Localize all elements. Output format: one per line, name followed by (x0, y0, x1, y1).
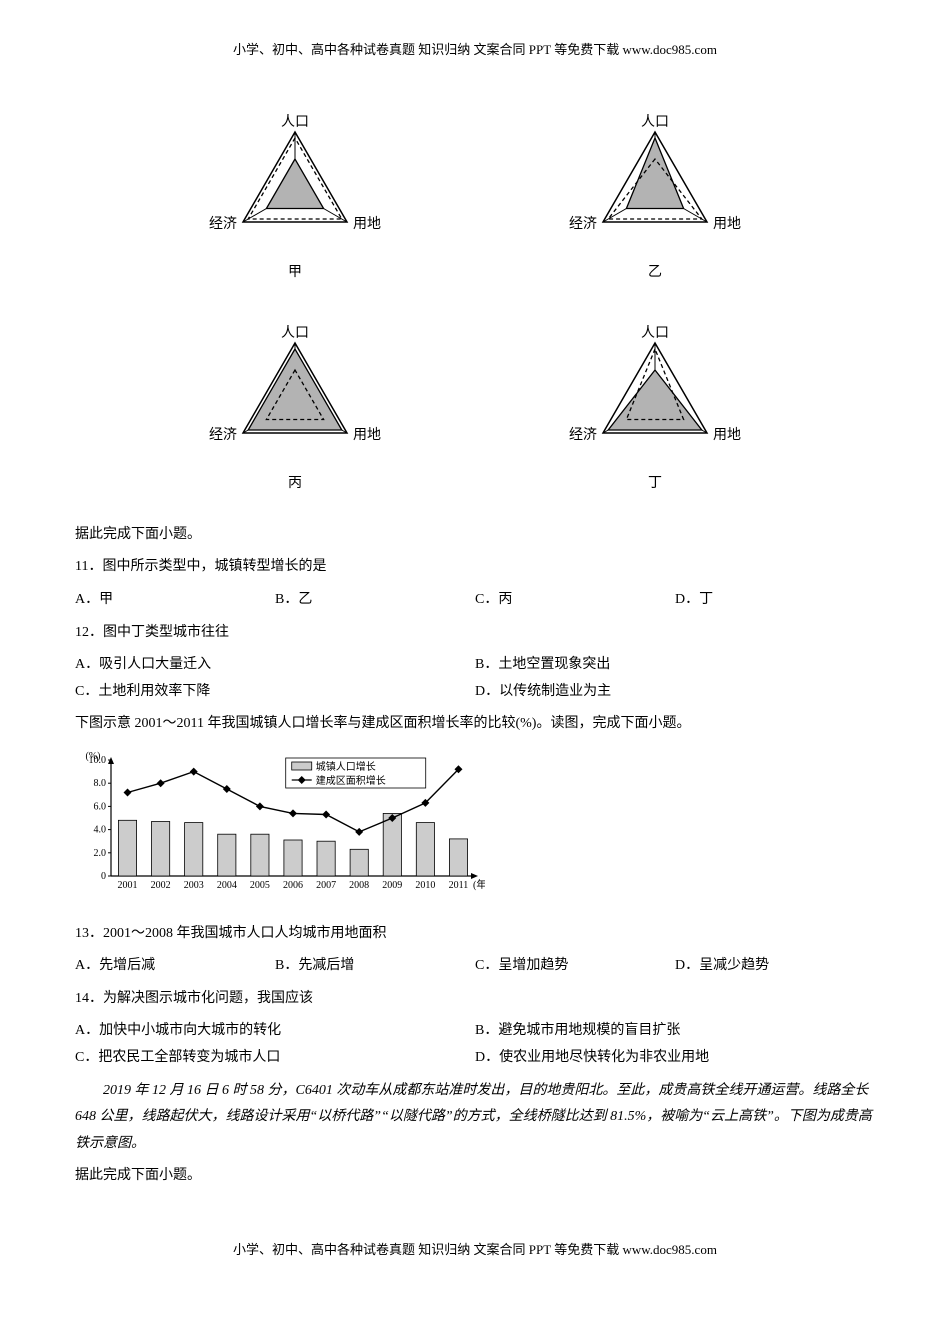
q13-opt-a: A．先增后减 (75, 953, 275, 980)
passage-p2: 据此完成下面小题。 (75, 1163, 875, 1190)
header-text: 小学、初中、高中各种试卷真题 知识归纳 文案合同 PPT 等免费下载 www.d… (233, 42, 717, 57)
intro-text: 据此完成下面小题。 (75, 522, 875, 549)
triangle-name: 甲 (288, 260, 302, 287)
chart-svg: 02.04.06.08.010.0(%)20012002200320042005… (75, 748, 485, 898)
svg-text:2007: 2007 (316, 880, 336, 891)
svg-text:经济: 经济 (209, 216, 237, 232)
growth-chart: 02.04.06.08.010.0(%)20012002200320042005… (75, 748, 875, 909)
q12-stem: 12．图中丁类型城市往往 (75, 620, 875, 647)
q14-opt-a: A．加快中小城市向大城市的转化 (75, 1018, 475, 1045)
svg-text:经济: 经济 (209, 427, 237, 443)
triangle-name: 乙 (648, 260, 662, 287)
passage-p1: 2019 年 12 月 16 日 6 时 58 分，C6401 次动车从成都东站… (75, 1078, 875, 1158)
triangle-name: 丁 (648, 471, 662, 498)
q11-opt-c: C．丙 (475, 587, 675, 614)
triangle-name: 丙 (288, 471, 302, 498)
svg-text:2004: 2004 (217, 880, 237, 891)
q14-stem: 14．为解决图示城市化问题，我国应该 (75, 986, 875, 1013)
q11-opt-d: D．丁 (675, 587, 875, 614)
svg-text:2003: 2003 (184, 880, 204, 891)
triangle-乙: 人口 经济 用地 乙 (540, 87, 770, 287)
q11-opt-b: B．乙 (275, 587, 475, 614)
svg-text:用地: 用地 (353, 216, 381, 232)
q13-opt-b: B．先减后增 (275, 953, 475, 980)
q13-opt-d: D．呈减少趋势 (675, 953, 875, 980)
chart-intro: 下图示意 2001～2011 年我国城镇人口增长率与建成区面积增长率的比较(%)… (75, 711, 875, 738)
svg-text:2010: 2010 (415, 880, 435, 891)
q12-options: A．吸引人口大量迁入 B．土地空置现象突出 C．土地利用效率下降 D．以传统制造… (75, 652, 875, 705)
triangle-丁: 人口 经济 用地 丁 (540, 298, 770, 498)
svg-text:4.0: 4.0 (94, 825, 107, 836)
svg-text:经济: 经济 (569, 216, 597, 232)
svg-text:人口: 人口 (641, 325, 669, 341)
q14-opt-b: B．避免城市用地规模的盲目扩张 (475, 1018, 875, 1045)
page-footer: 小学、初中、高中各种试卷真题 知识归纳 文案合同 PPT 等免费下载 www.d… (75, 1238, 875, 1263)
svg-text:2001: 2001 (118, 880, 138, 891)
svg-text:经济: 经济 (569, 427, 597, 443)
q12-opt-d: D．以传统制造业为主 (475, 679, 875, 706)
triangle-diagrams: 人口 经济 用地 甲 人口 经济 用地 乙 人口 经济 用地 丙 人口 经济 用… (115, 87, 835, 498)
q13-options: A．先增后减 B．先减后增 C．呈增加趋势 D．呈减少趋势 (75, 953, 875, 980)
svg-text:人口: 人口 (281, 325, 309, 341)
q14-opt-d: D．使农业用地尽快转化为非农业用地 (475, 1045, 875, 1072)
svg-text:用地: 用地 (713, 427, 741, 443)
svg-text:建成区面积增长: 建成区面积增长 (316, 774, 386, 787)
content-area: 据此完成下面小题。 11．图中所示类型中，城镇转型增长的是 A．甲 B．乙 C．… (75, 522, 875, 1190)
q13-stem: 13．2001～2008 年我国城市人口人均城市用地面积 (75, 921, 875, 948)
svg-text:用地: 用地 (353, 427, 381, 443)
svg-text:城镇人口增长: 城镇人口增长 (316, 760, 376, 773)
footer-text: 小学、初中、高中各种试卷真题 知识归纳 文案合同 PPT 等免费下载 www.d… (233, 1242, 717, 1257)
svg-text:2002: 2002 (151, 880, 171, 891)
q13-opt-c: C．呈增加趋势 (475, 953, 675, 980)
svg-text:(年): (年) (473, 878, 485, 891)
svg-text:人口: 人口 (281, 114, 309, 130)
q12-opt-b: B．土地空置现象突出 (475, 652, 875, 679)
svg-text:8.0: 8.0 (94, 778, 107, 789)
svg-text:(%): (%) (86, 751, 101, 762)
svg-text:2009: 2009 (382, 880, 402, 891)
svg-text:2008: 2008 (349, 880, 369, 891)
q14-options: A．加快中小城市向大城市的转化 B．避免城市用地规模的盲目扩张 C．把农民工全部… (75, 1018, 875, 1071)
q11-stem: 11．图中所示类型中，城镇转型增长的是 (75, 554, 875, 581)
q11-opt-a: A．甲 (75, 587, 275, 614)
q11-options: A．甲 B．乙 C．丙 D．丁 (75, 587, 875, 614)
svg-text:2.0: 2.0 (94, 848, 107, 859)
q14-opt-c: C．把农民工全部转变为城市人口 (75, 1045, 475, 1072)
svg-text:0: 0 (101, 871, 106, 882)
page-header: 小学、初中、高中各种试卷真题 知识归纳 文案合同 PPT 等免费下载 www.d… (75, 38, 875, 63)
svg-text:2011: 2011 (449, 880, 469, 891)
svg-text:人口: 人口 (641, 114, 669, 130)
triangle-甲: 人口 经济 用地 甲 (180, 87, 410, 287)
svg-text:用地: 用地 (713, 216, 741, 232)
q12-opt-c: C．土地利用效率下降 (75, 679, 475, 706)
svg-text:6.0: 6.0 (94, 801, 107, 812)
triangle-丙: 人口 经济 用地 丙 (180, 298, 410, 498)
svg-text:2006: 2006 (283, 880, 303, 891)
q12-opt-a: A．吸引人口大量迁入 (75, 652, 475, 679)
svg-text:2005: 2005 (250, 880, 270, 891)
